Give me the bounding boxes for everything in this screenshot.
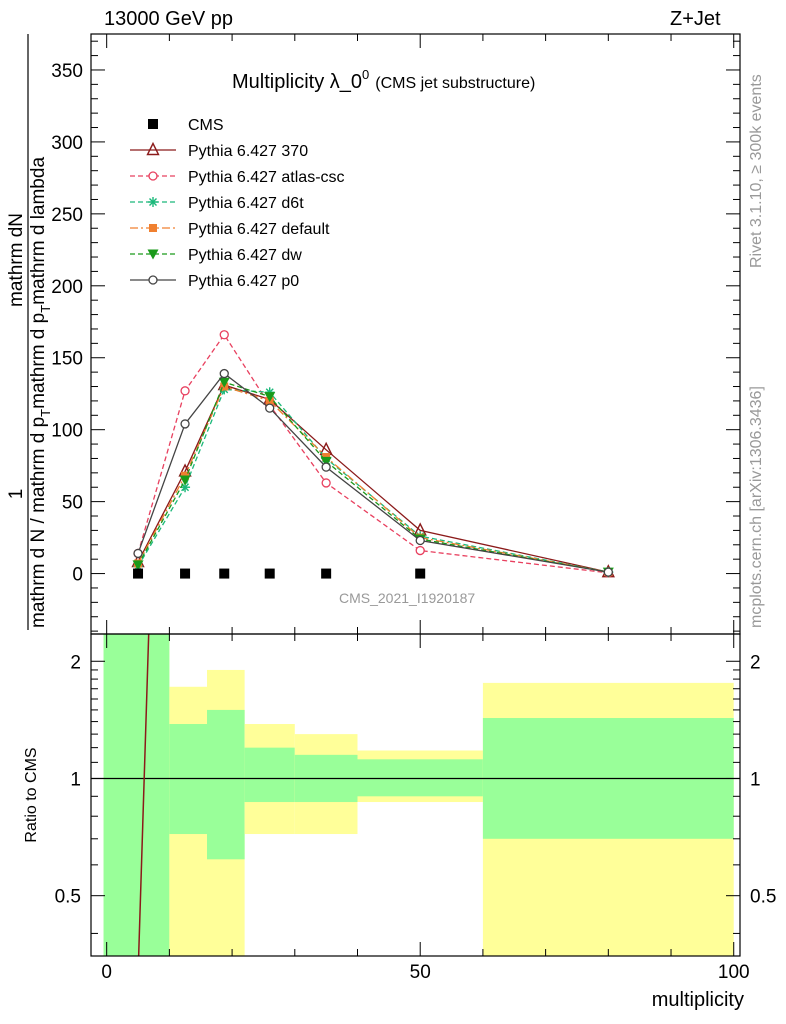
ratio-green-band-0 (103, 634, 170, 956)
legend-marker-3 (148, 197, 158, 207)
main-series-group (131, 330, 615, 579)
ratio-green-band-3 (244, 747, 295, 803)
series-line-4 (137, 385, 609, 573)
series-6-point-1 (180, 419, 190, 429)
series-0-point-0 (133, 568, 144, 579)
ratio-ytick-label-1: 1 (70, 769, 81, 790)
legend-label-1: Pythia 6.427 370 (188, 143, 308, 160)
series-6-point-5 (415, 535, 425, 546)
series-0-point-1 (180, 568, 191, 579)
series-6-point-2 (219, 368, 229, 379)
ylabel-prefactor: 1 (6, 489, 27, 500)
legend-label-0: CMS (188, 117, 224, 134)
ratio-ytick-label-0.5: 0.5 (55, 887, 81, 908)
series-line-6 (137, 372, 609, 573)
legend-label-2: Pythia 6.427 atlas-csc (188, 169, 345, 186)
ratio-ytick-label-right-1: 1 (750, 769, 761, 790)
analysis-watermark: CMS_2021_I1920187 (339, 590, 475, 606)
x-tick-label-0: 0 (101, 962, 112, 983)
series-5-point-2 (218, 377, 230, 388)
main-ytick-label-0: 0 (72, 565, 83, 586)
main-ytick-label-300: 300 (51, 133, 83, 154)
ylabel-numerator: mathrm dN (6, 213, 27, 307)
series-5-point-0 (132, 560, 144, 571)
header-process: 13000 GeV pp (104, 8, 233, 30)
ratio-ytick-label-right-0.5: 0.5 (750, 887, 776, 908)
ratio-series-line (137, 633, 150, 957)
legend-label-5: Pythia 6.427 dw (188, 247, 302, 264)
legend-marker-6 (148, 275, 158, 285)
legend-label-6: Pythia 6.427 p0 (188, 273, 299, 290)
series-6-point-6 (603, 567, 613, 577)
main-ytick-label-350: 350 (51, 61, 83, 82)
series-6-point-0 (133, 548, 143, 559)
ylabel-denominator: mathrm d N / mathrm d pTmathrm d pTmathr… (28, 157, 53, 628)
series-0-point-2 (219, 568, 230, 579)
series-5-point-1 (179, 475, 191, 486)
header-channel: Z+Jet (670, 8, 721, 30)
series-0-point-3 (264, 568, 275, 579)
series-line-5 (137, 381, 609, 573)
legend-label-4: Pythia 6.427 default (188, 221, 330, 238)
ratio-green-band-2 (207, 709, 245, 860)
chart-title: Multiplicity λ_00(CMS jet substructure) (232, 67, 535, 93)
series-6-point-4 (321, 462, 331, 472)
series-line-1 (137, 384, 609, 573)
legend-marker-5 (147, 249, 159, 260)
legend-label-3: Pythia 6.427 d6t (188, 195, 304, 212)
legend-marker-2 (148, 171, 158, 181)
series-5-point-3 (264, 392, 276, 403)
series-line-2 (137, 333, 609, 574)
x-axis-label: multiplicity (652, 989, 744, 1011)
legend-marker-4 (149, 224, 157, 232)
main-y-axis-label: mathrm dN 1 mathrm d N / mathrm d pTmath… (6, 34, 53, 630)
series-0-point-4 (321, 568, 332, 579)
ratio-uncertainty-bands (91, 633, 740, 957)
main-ytick-label-100: 100 (51, 421, 83, 442)
main-ytick-label-250: 250 (51, 205, 83, 226)
axes: 0 50 100 150 200 250 300 350 0 50 100 0.5 0.5 1 1 2 2 (51, 33, 776, 983)
ratio-plot-frame (90, 633, 741, 957)
ratio-ytick-label-2: 2 (70, 652, 81, 673)
main-ytick-label-50: 50 (62, 493, 83, 514)
series-6-point-3 (265, 403, 275, 413)
ratio-y-axis-label: Ratio to CMS (23, 747, 40, 842)
series-2-point-5 (415, 545, 425, 556)
series-line-3 (137, 388, 609, 573)
series-2-point-1 (180, 386, 190, 396)
series-5-point-4 (320, 456, 332, 467)
x-tick-label-100: 100 (718, 962, 750, 983)
legend-marker-1 (146, 141, 160, 156)
legend: CMS Pythia 6.427 370 Pythia 6.427 atlas-cs… (130, 117, 345, 290)
main-ytick-label-150: 150 (51, 349, 83, 370)
ratio-ytick-label-right-2: 2 (750, 652, 761, 673)
series-2-point-2 (219, 330, 229, 340)
main-ytick-label-200: 200 (51, 277, 83, 298)
x-tick-label-50: 50 (410, 962, 431, 983)
ratio-green-band-5 (357, 759, 483, 797)
series-2-point-4 (321, 478, 331, 488)
legend-marker-0 (148, 119, 158, 129)
series-0-point-5 (415, 568, 426, 579)
